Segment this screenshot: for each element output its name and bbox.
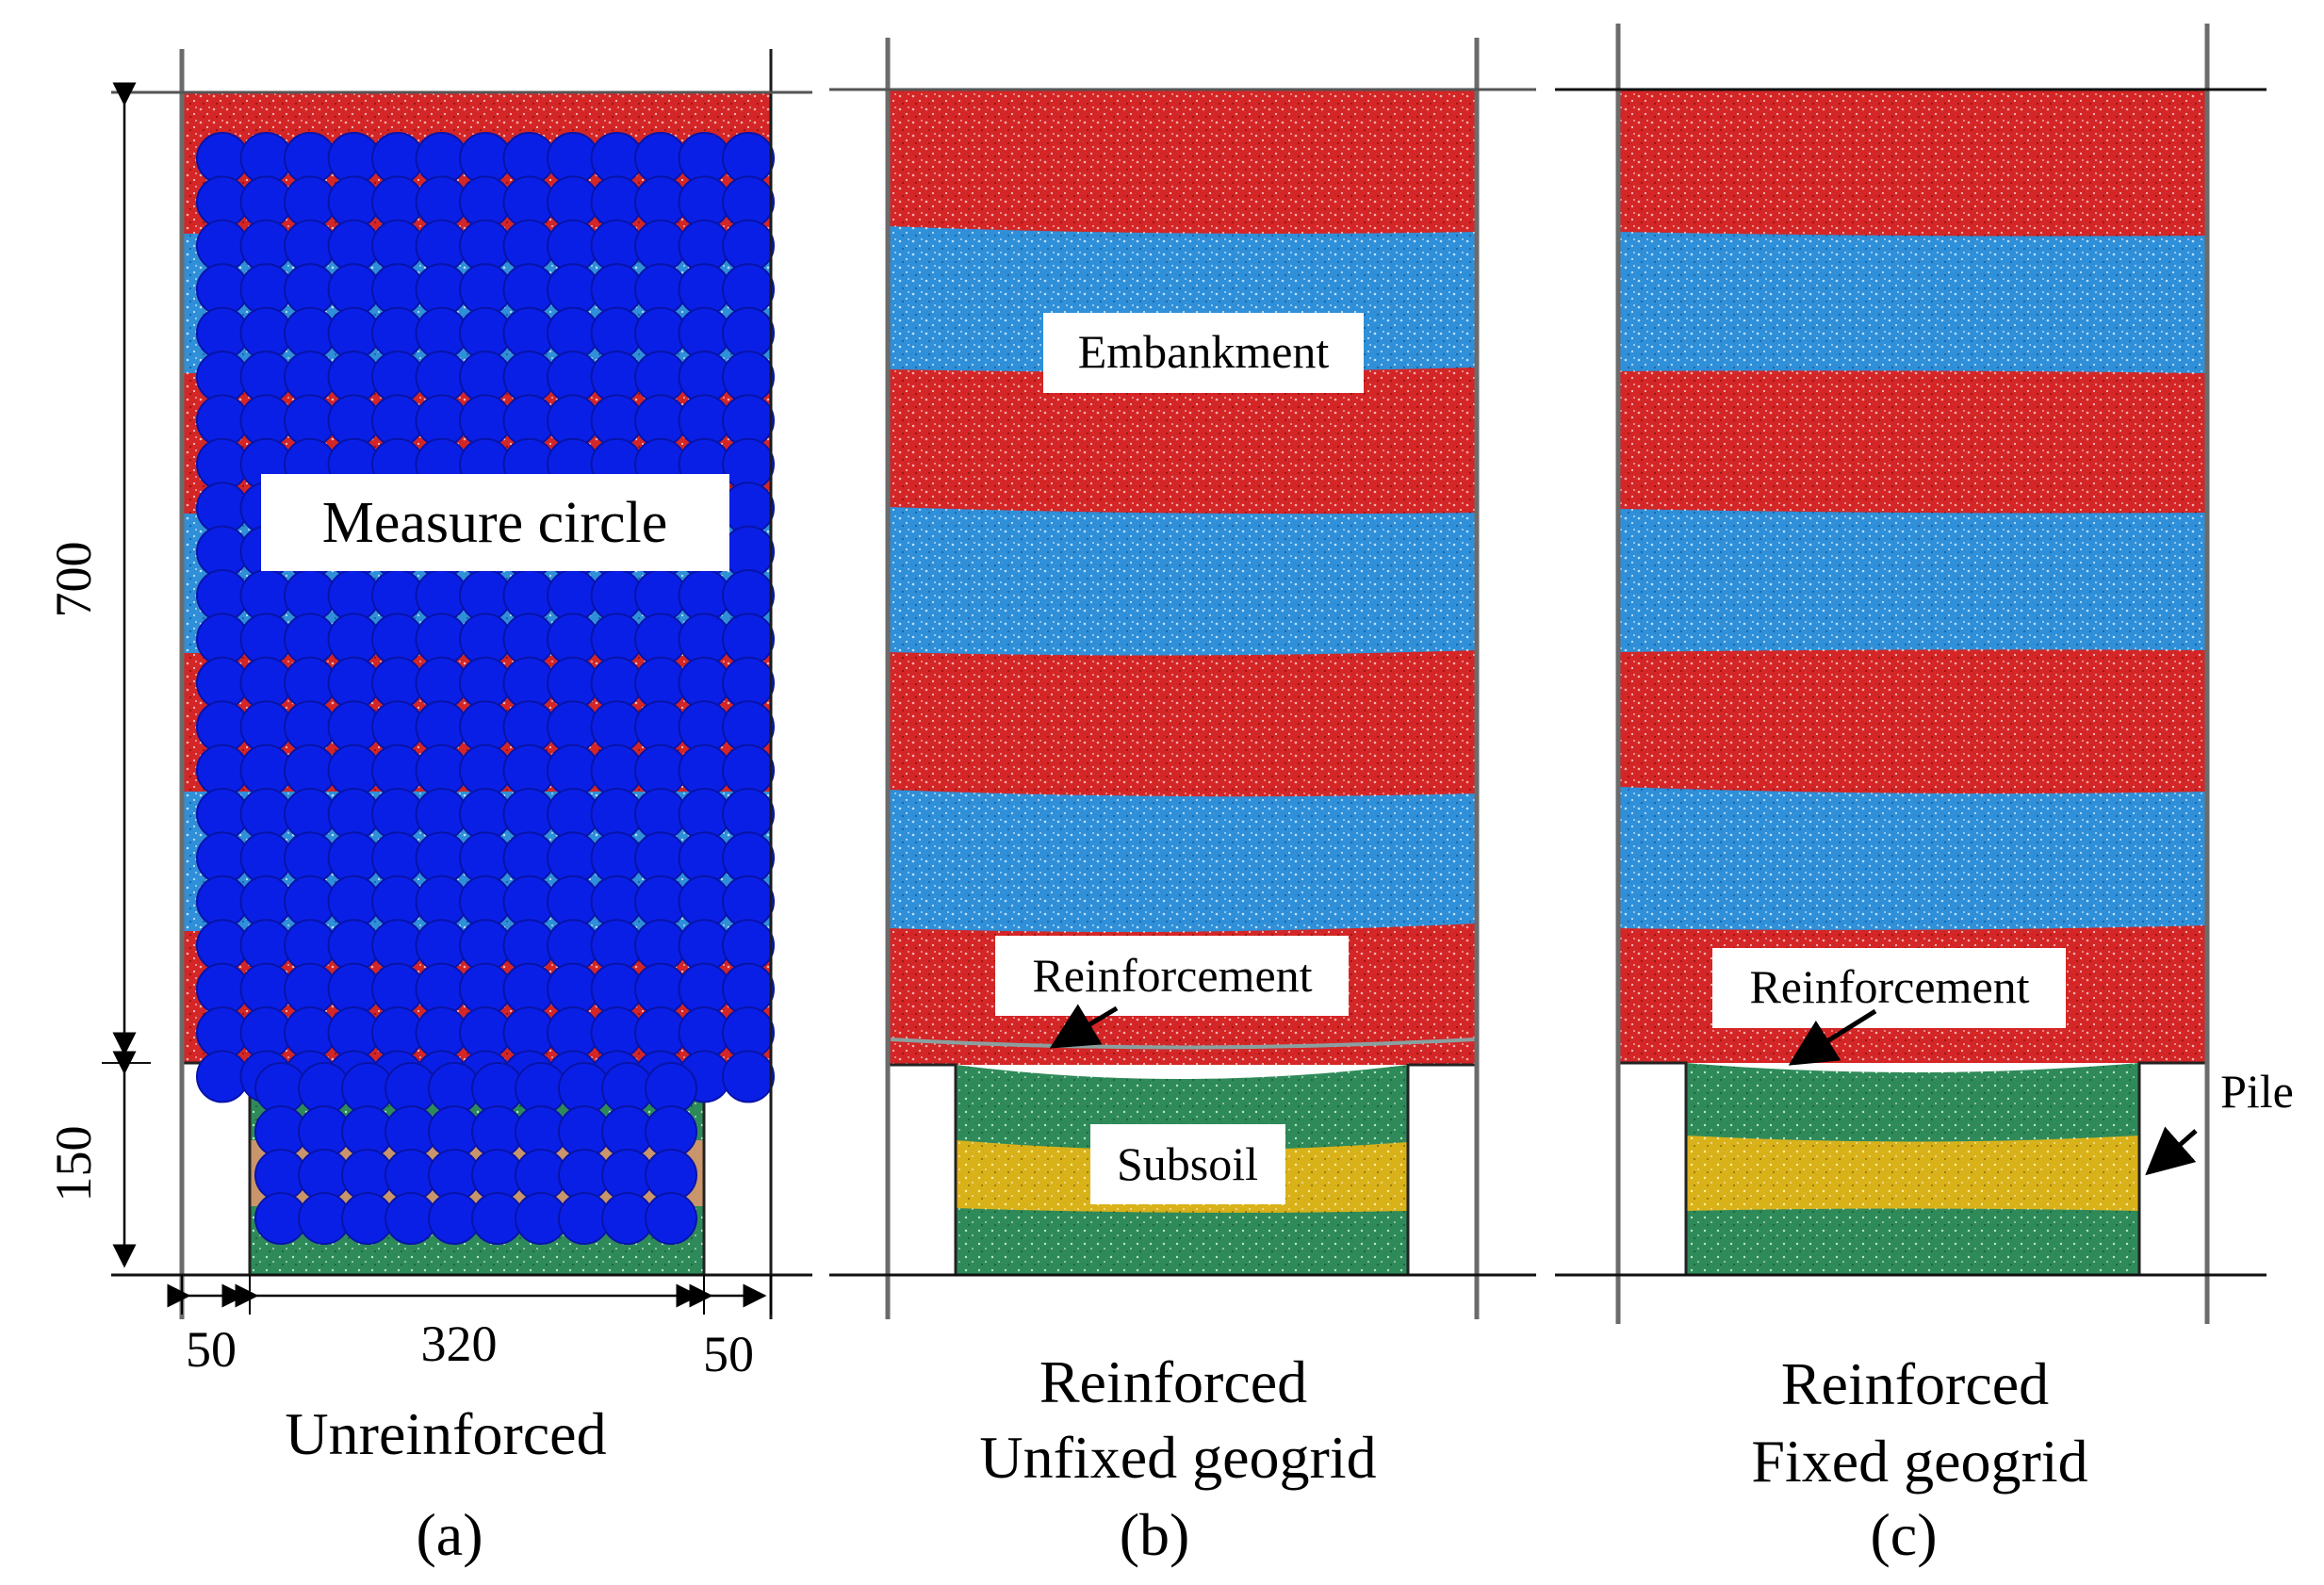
measure-circle-grid	[196, 132, 775, 1245]
panel-c-title-line1: Reinforced	[1781, 1350, 2049, 1417]
embankment-label: Embankment	[1078, 325, 1330, 378]
panel-b-reinforcement-label: Reinforcement	[1032, 949, 1312, 1002]
subsoil-label-box	[1090, 1124, 1285, 1204]
dimension-150-label: 150	[45, 1126, 102, 1202]
panel-c-reinforcement-arrow	[1788, 1008, 1877, 1066]
panel-b-reinforcement-label-box	[995, 936, 1349, 1016]
panel-a-letter: (a)	[416, 1501, 483, 1568]
panel-a: 700 150 50 320 50 Measure circle Unreinf…	[45, 49, 812, 1568]
panel-b-title-line1: Reinforced	[1039, 1348, 1307, 1415]
panel-c-subsoil	[1686, 1063, 2139, 1275]
pile-arrow	[2145, 1126, 2198, 1176]
dimension-50-right-label: 50	[703, 1326, 754, 1382]
measure-circle-label: Measure circle	[322, 491, 668, 555]
panel-b-geogrid	[890, 1038, 1476, 1050]
panel-b-title-line2: Unfixed geogrid	[979, 1424, 1376, 1491]
panel-c-reinforcement-label: Reinforcement	[1749, 960, 2029, 1013]
panel-c-title-line2: Fixed geogrid	[1751, 1428, 2087, 1495]
dimension-320-label: 320	[421, 1315, 498, 1372]
measure-circle	[722, 1050, 775, 1103]
measure-circle-label-box	[261, 474, 729, 571]
panel-b-embankment	[888, 90, 1477, 1065]
panel-c-reinforcement-label-box	[1712, 948, 2066, 1028]
panel-c-letter: (c)	[1870, 1501, 1937, 1568]
dimension-700-label: 700	[45, 542, 102, 618]
panel-c: Reinforcement Pile Reinforced Fixed geog…	[1555, 24, 2294, 1568]
panel-b: Embankment Reinforcement Subsoil Reinfor…	[829, 38, 1536, 1568]
panel-a-title: Unreinforced	[285, 1400, 606, 1467]
panel-b-pile-left	[886, 1063, 957, 1277]
panel-c-pile-left	[1616, 1061, 1688, 1277]
subsoil-label: Subsoil	[1117, 1137, 1258, 1190]
panel-b-letter: (b)	[1120, 1501, 1190, 1568]
panel-c-embankment	[1618, 90, 2207, 1063]
embankment-label-box	[1043, 313, 1364, 393]
panel-b-pile-right	[1406, 1063, 1479, 1277]
pile-label: Pile	[2220, 1065, 2294, 1118]
panel-b-reinforcement-arrow	[1049, 1004, 1119, 1049]
measure-circle	[645, 1192, 697, 1245]
dimension-50-left-label: 50	[186, 1321, 237, 1378]
